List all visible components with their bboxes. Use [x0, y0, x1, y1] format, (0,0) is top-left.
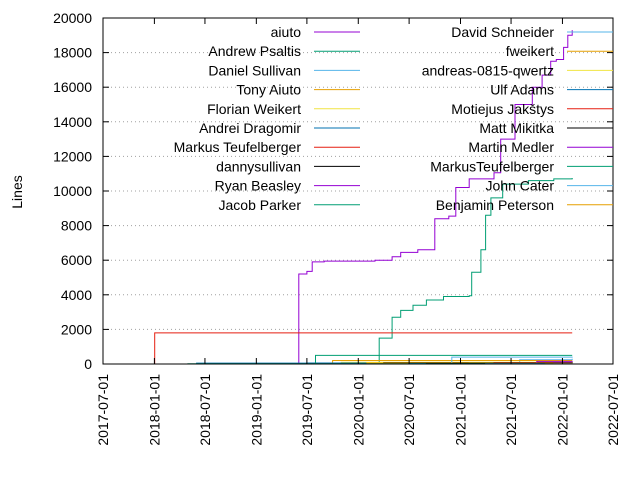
- legend-label: Benjamin Peterson: [436, 197, 554, 213]
- x-tick-label: 2022-01-01: [554, 374, 570, 446]
- x-tick-label: 2020-07-01: [401, 374, 417, 446]
- legend-label: Jacob Parker: [219, 197, 302, 213]
- legend-label: David Schneider: [451, 24, 554, 40]
- grid-lines: [103, 52, 613, 330]
- y-tick-label: 20000: [53, 10, 92, 26]
- legend-label: dannysullivan: [216, 158, 301, 174]
- legend-label: Andrei Dragomir: [199, 120, 301, 136]
- legend-label: Matt Mikitka: [479, 120, 554, 136]
- legend-label: andreas-0815-qwertz: [422, 62, 554, 78]
- x-tick-label: 2018-01-01: [146, 374, 162, 446]
- x-tick-label: 2019-07-01: [299, 374, 315, 446]
- legend-label: Martin Medler: [468, 139, 554, 155]
- x-tick-label: 2021-07-01: [503, 374, 519, 446]
- x-tick-label: 2017-07-01: [95, 374, 111, 446]
- legend-label: fweikert: [506, 43, 554, 59]
- legend-label: Tony Aiuto: [236, 82, 301, 98]
- x-tick-label: 2018-07-01: [197, 374, 213, 446]
- y-tick-label: 10000: [53, 183, 92, 199]
- y-tick-label: 8000: [61, 218, 92, 234]
- legend-label: Ulf Adams: [490, 82, 554, 98]
- x-tick-label: 2021-01-01: [453, 374, 469, 446]
- legend-label: John Cater: [486, 178, 555, 194]
- y-tick-label: 18000: [53, 45, 92, 61]
- legend-label: Ryan Beasley: [215, 178, 301, 194]
- legend-label: aiuto: [271, 24, 302, 40]
- legend-label: Motiejus Jakštys: [451, 101, 554, 117]
- y-tick-label: 6000: [61, 252, 92, 268]
- legend: aiuto Andrew Psaltis Daniel Sullivan Tony A…: [174, 24, 613, 213]
- series-line: [169, 30, 573, 365]
- x-tick-label: 2019-01-01: [248, 374, 264, 446]
- y-tick-label: 14000: [53, 114, 92, 130]
- legend-label: Florian Weikert: [207, 101, 301, 117]
- x-axis: 2017-07-01 2018-01-01 2018-07-01 2019-01-01…: [95, 18, 621, 446]
- y-tick-label: 12000: [53, 148, 92, 164]
- series-line: [154, 332, 573, 365]
- y-axis-label: Lines: [9, 175, 25, 208]
- legend-label: Daniel Sullivan: [208, 62, 301, 78]
- y-tick-label: 4000: [61, 287, 92, 303]
- legend-label: Andrew Psaltis: [208, 43, 301, 59]
- legend-label: Markus Teufelberger: [174, 139, 302, 155]
- legend-label: MarkusTeufelberger: [430, 158, 554, 174]
- series-line: [328, 178, 573, 365]
- y-axis: 0 2000 4000 6000 8000 10000 12000 14000 16000 180…: [53, 10, 613, 372]
- x-tick-label: 2022-07-01: [605, 374, 621, 446]
- y-tick-label: 0: [84, 356, 92, 372]
- x-tick-label: 2020-01-01: [350, 374, 366, 446]
- y-tick-label: 16000: [53, 79, 92, 95]
- y-tick-label: 2000: [61, 321, 92, 337]
